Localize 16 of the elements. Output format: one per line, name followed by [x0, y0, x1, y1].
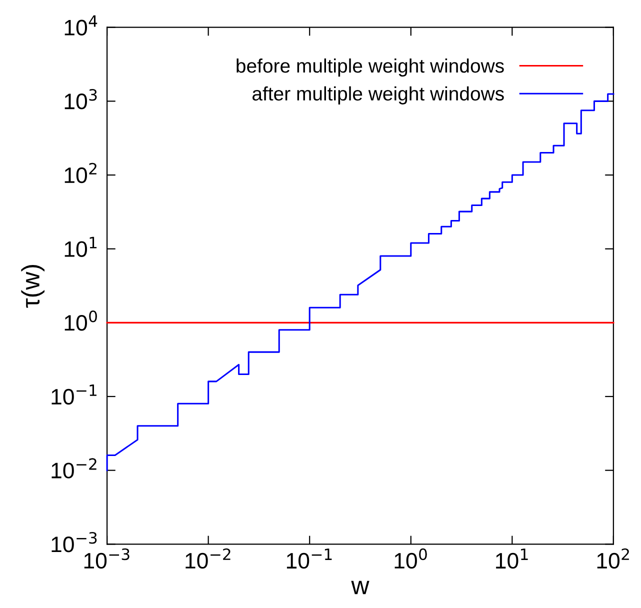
x-axis-title: w [351, 580, 370, 594]
y-tick-label: 10$^{−2}$ [52, 458, 96, 478]
y-tick-label: 10$^{4}$ [64, 15, 98, 36]
legend-label: after multiple weight windows [252, 86, 504, 104]
x-tick-label: 10$^{−1}$ [286, 548, 332, 569]
x-tick-label: 10$^{2}$ [597, 548, 629, 569]
x-tick-label: 10$^{0}$ [394, 548, 427, 569]
x-tick-label: 10$^{1}$ [496, 548, 528, 569]
y-tick-label: 10$^{−1}$ [52, 384, 96, 405]
legend-label: before multiple weight windows [236, 58, 504, 77]
y-tick-label: 10$^{1}$ [64, 236, 97, 257]
y-tick-label: 10$^{2}$ [64, 162, 96, 184]
y-tick-label: 10$^{0}$ [64, 310, 97, 331]
x-tick-label: 10$^{−2}$ [186, 548, 230, 569]
y-tick-label: 10$^{3}$ [64, 89, 97, 110]
y-axis-title: τ(w) [21, 265, 44, 308]
